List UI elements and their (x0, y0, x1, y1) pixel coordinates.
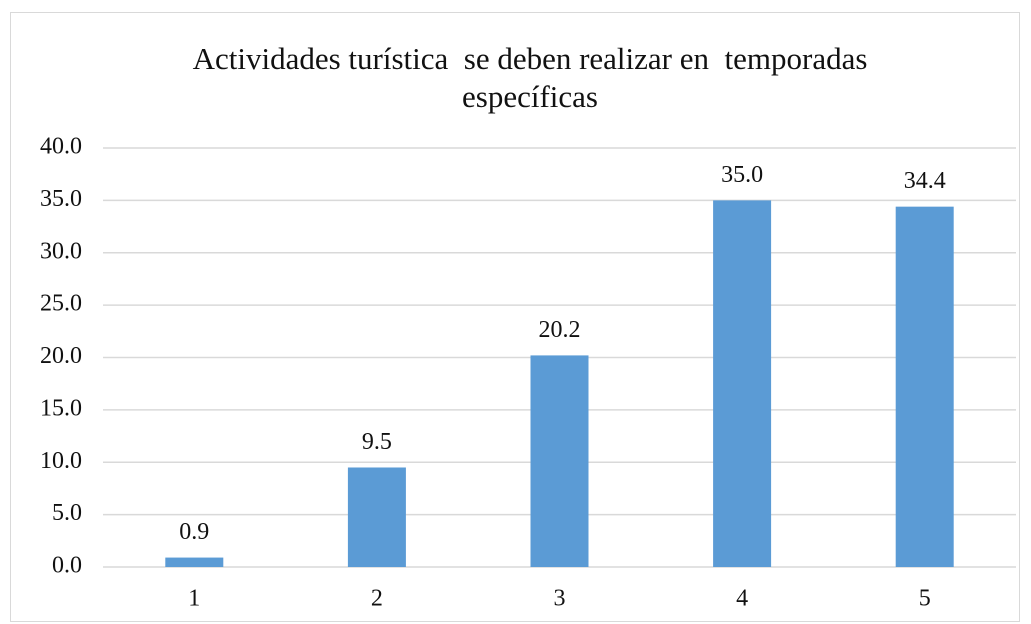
x-tick-label: 5 (919, 586, 931, 612)
y-tick-label: 15.0 (40, 395, 82, 421)
bar (165, 557, 224, 567)
y-tick-label: 10.0 (40, 448, 82, 474)
x-tick-label: 4 (736, 586, 748, 612)
chart-title: Actividades turística se deben realizar … (192, 41, 876, 114)
y-tick-label: 20.0 (40, 343, 82, 369)
x-tick-label: 3 (554, 586, 566, 612)
data-label: 34.4 (904, 168, 946, 194)
y-tick-label: 5.0 (52, 500, 82, 526)
bar (530, 355, 589, 567)
chart-frame (10, 12, 1020, 622)
bar (347, 467, 406, 567)
bar (713, 200, 772, 567)
y-tick-label: 30.0 (40, 238, 82, 264)
y-tick-label: 0.0 (52, 553, 82, 579)
y-tick-label: 40.0 (40, 134, 82, 160)
x-tick-label: 2 (371, 586, 383, 612)
data-label: 20.2 (539, 317, 581, 343)
data-label: 9.5 (362, 429, 392, 455)
y-tick-label: 25.0 (40, 291, 82, 317)
y-tick-label: 35.0 (40, 186, 82, 212)
bar (895, 206, 954, 567)
x-tick-label: 1 (188, 586, 200, 612)
data-label: 35.0 (721, 162, 763, 188)
data-label: 0.9 (179, 519, 209, 545)
